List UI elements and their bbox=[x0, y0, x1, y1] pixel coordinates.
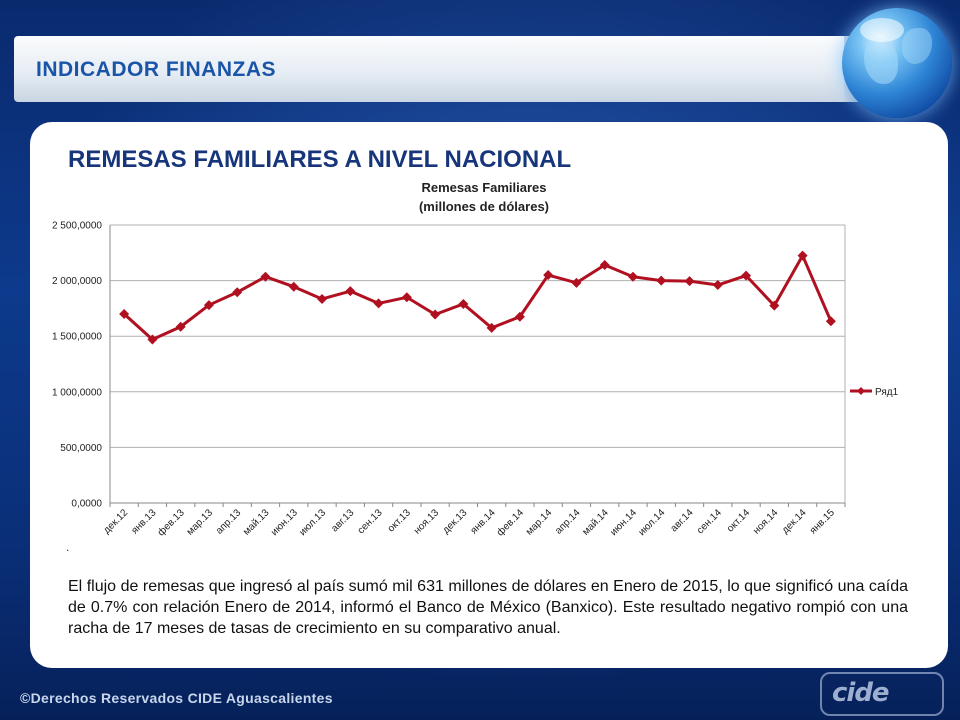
x-tick-label: янв.15 bbox=[808, 507, 837, 536]
header-title: INDICADOR FINANZAS bbox=[36, 58, 276, 81]
x-tick-label: мар.13 bbox=[185, 507, 216, 538]
x-tick-label: июн.14 bbox=[608, 507, 639, 538]
y-tick-label: 0,0000 bbox=[71, 499, 102, 510]
data-point bbox=[486, 322, 497, 333]
logo-text: cide bbox=[832, 678, 890, 708]
data-point bbox=[656, 275, 667, 286]
data-point bbox=[712, 280, 723, 291]
data-point bbox=[627, 271, 638, 282]
series-line bbox=[123, 254, 833, 342]
data-point bbox=[458, 298, 469, 309]
data-point bbox=[684, 276, 695, 287]
data-point bbox=[797, 250, 808, 261]
description-text: El flujo de remesas que ingresó al país … bbox=[68, 578, 908, 637]
y-tick-label: 1 500,0000 bbox=[52, 332, 102, 343]
data-point bbox=[175, 321, 186, 332]
content-panel bbox=[30, 122, 948, 668]
y-tick-label: 2 500,0000 bbox=[52, 221, 102, 232]
globe-icon bbox=[842, 8, 952, 118]
x-tick-label: мар.14 bbox=[524, 507, 555, 538]
data-point bbox=[825, 316, 836, 327]
data-point bbox=[288, 281, 299, 292]
data-point bbox=[769, 300, 780, 311]
x-tick-label: фев.13 bbox=[155, 506, 187, 538]
x-tick-label: дек.13 bbox=[441, 507, 470, 536]
x-tick-label: окт.14 bbox=[725, 507, 752, 534]
chart-title-line1: Remesas Familiares bbox=[421, 180, 546, 195]
cide-logo: cide bbox=[820, 672, 944, 716]
y-tick-label: 500,0000 bbox=[60, 443, 102, 454]
x-tick-label: сен.13 bbox=[356, 507, 385, 536]
chart-title-line2: (millones de dólares) bbox=[419, 199, 549, 214]
x-tick-label: май.13 bbox=[241, 507, 272, 538]
y-tick-label: 1 000,0000 bbox=[52, 387, 102, 398]
data-point bbox=[401, 292, 412, 303]
data-point bbox=[147, 334, 158, 345]
x-tick-label: июл.14 bbox=[637, 507, 668, 538]
data-point bbox=[317, 293, 328, 304]
x-tick-label: май.14 bbox=[580, 507, 611, 538]
x-tick-label: июн.13 bbox=[269, 507, 300, 538]
x-tick-label: янв.14 bbox=[469, 507, 498, 536]
data-point bbox=[260, 271, 271, 282]
x-tick-label: ноя.13 bbox=[412, 507, 442, 537]
x-tick-label: июл.13 bbox=[297, 507, 328, 538]
data-point bbox=[345, 286, 356, 297]
copyright-text: ©Derechos Reservados CIDE Aguascalientes bbox=[20, 690, 333, 706]
data-point bbox=[571, 277, 582, 288]
data-point bbox=[373, 298, 384, 309]
x-tick-label: окт.13 bbox=[386, 507, 413, 534]
data-point bbox=[741, 270, 752, 281]
x-tick-label: фев.14 bbox=[494, 506, 526, 538]
page-title: REMESAS FAMILIARES A NIVEL NACIONAL bbox=[68, 146, 572, 173]
header-bar bbox=[14, 36, 904, 102]
x-tick-label: апр.13 bbox=[214, 507, 244, 537]
legend-marker bbox=[857, 387, 865, 395]
dot-mark: . bbox=[66, 540, 70, 554]
data-point bbox=[543, 270, 554, 281]
x-tick-label: авг.13 bbox=[329, 507, 356, 534]
x-tick-label: дек.12 bbox=[101, 507, 130, 536]
data-point bbox=[203, 300, 214, 311]
x-tick-label: сен.14 bbox=[695, 507, 724, 536]
data-point bbox=[119, 308, 130, 319]
legend-label: Ряд1 bbox=[875, 387, 899, 398]
data-point bbox=[232, 287, 243, 298]
x-tick-label: янв.13 bbox=[129, 507, 158, 536]
x-tick-label: апр.14 bbox=[553, 507, 583, 537]
x-tick-label: авг.14 bbox=[669, 507, 696, 534]
x-tick-label: ноя.14 bbox=[751, 507, 781, 537]
data-point bbox=[514, 311, 525, 322]
data-point bbox=[599, 260, 610, 271]
x-tick-label: дек.14 bbox=[780, 507, 809, 536]
y-tick-label: 2 000,0000 bbox=[52, 276, 102, 287]
data-point bbox=[430, 309, 441, 320]
